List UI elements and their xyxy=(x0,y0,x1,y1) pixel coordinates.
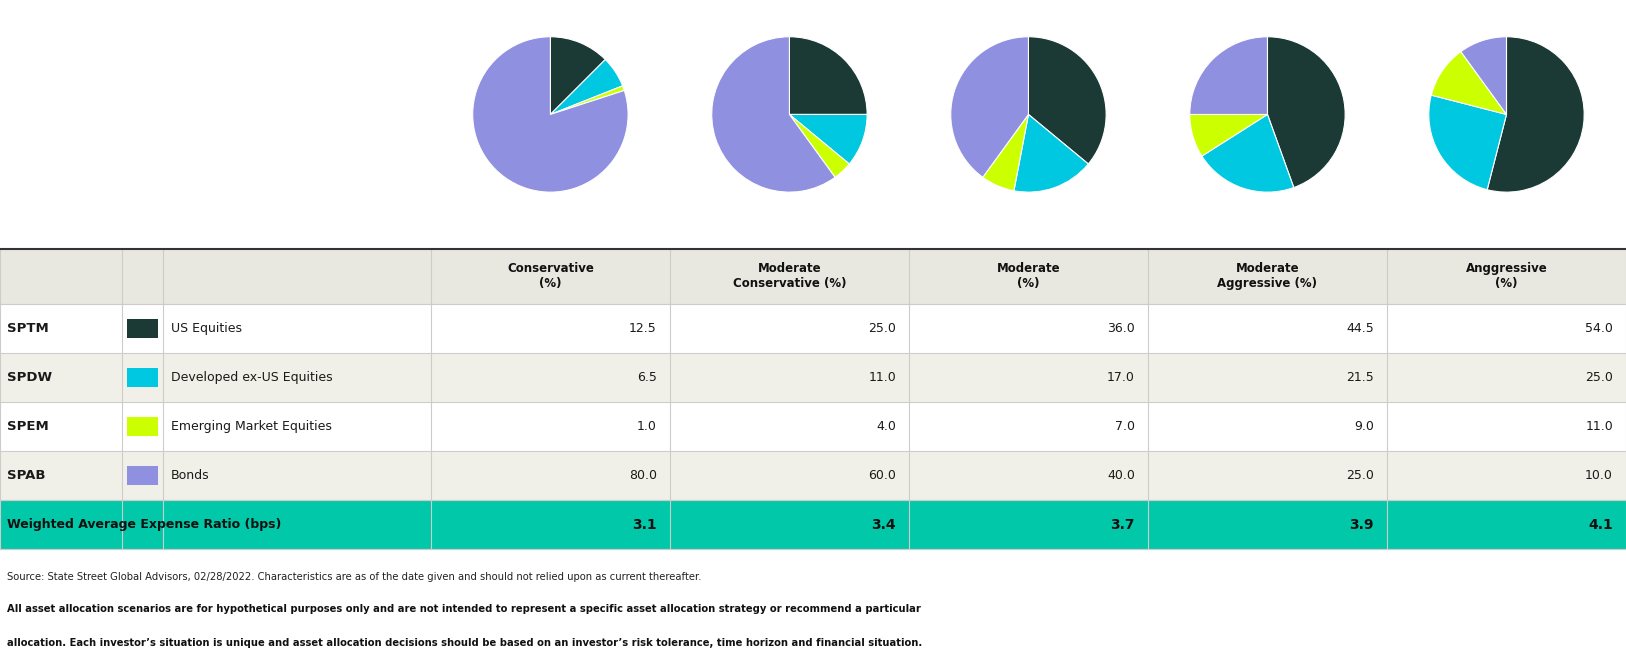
Text: 11.0: 11.0 xyxy=(868,371,896,385)
Text: 12.5: 12.5 xyxy=(629,322,657,336)
Wedge shape xyxy=(1429,95,1506,190)
Text: 3.4: 3.4 xyxy=(872,518,896,532)
Bar xyxy=(0,304,1626,353)
Wedge shape xyxy=(1190,114,1268,156)
Text: Anggressive
(%): Anggressive (%) xyxy=(1465,262,1548,290)
Text: 54.0: 54.0 xyxy=(1585,322,1613,336)
Wedge shape xyxy=(1202,114,1294,192)
Bar xyxy=(0,451,1626,500)
Text: 3.7: 3.7 xyxy=(1111,518,1135,532)
Text: Conservative
(%): Conservative (%) xyxy=(507,262,593,290)
Bar xyxy=(0,500,1626,549)
Text: SPEM: SPEM xyxy=(7,421,49,433)
Text: allocation. Each investor’s situation is unique and asset allocation decisions s: allocation. Each investor’s situation is… xyxy=(7,638,922,647)
Wedge shape xyxy=(550,86,624,114)
Text: SPAB: SPAB xyxy=(7,470,46,482)
Bar xyxy=(127,368,158,387)
Wedge shape xyxy=(1015,114,1088,192)
Text: 6.5: 6.5 xyxy=(637,371,657,385)
Text: 21.5: 21.5 xyxy=(1346,371,1374,385)
Text: 3.1: 3.1 xyxy=(633,518,657,532)
Wedge shape xyxy=(1460,37,1507,114)
Text: 1.0: 1.0 xyxy=(637,421,657,433)
Text: 17.0: 17.0 xyxy=(1107,371,1135,385)
Bar xyxy=(127,319,158,338)
Text: 11.0: 11.0 xyxy=(1585,421,1613,433)
Text: Moderate
Conservative (%): Moderate Conservative (%) xyxy=(733,262,846,290)
Text: 80.0: 80.0 xyxy=(629,470,657,482)
Text: 25.0: 25.0 xyxy=(868,322,896,336)
Wedge shape xyxy=(712,37,836,192)
Text: 40.0: 40.0 xyxy=(1107,470,1135,482)
Wedge shape xyxy=(1267,37,1345,188)
Text: 4.1: 4.1 xyxy=(1589,518,1613,532)
Text: 9.0: 9.0 xyxy=(1354,421,1374,433)
Wedge shape xyxy=(951,37,1029,177)
Bar xyxy=(127,417,158,436)
Text: 10.0: 10.0 xyxy=(1585,470,1613,482)
Text: Source: State Street Global Advisors, 02/28/2022. Characteristics are as of the : Source: State Street Global Advisors, 02… xyxy=(7,572,701,581)
Text: Developed ex-US Equities: Developed ex-US Equities xyxy=(171,371,332,385)
Text: 25.0: 25.0 xyxy=(1585,371,1613,385)
Wedge shape xyxy=(550,60,623,114)
Text: 3.9: 3.9 xyxy=(1350,518,1374,532)
Text: 36.0: 36.0 xyxy=(1107,322,1135,336)
Wedge shape xyxy=(1190,37,1268,114)
Text: 4.0: 4.0 xyxy=(876,421,896,433)
Text: 44.5: 44.5 xyxy=(1346,322,1374,336)
Wedge shape xyxy=(790,114,867,164)
Bar xyxy=(0,249,1626,304)
Text: Weighted Average Expense Ratio (bps): Weighted Average Expense Ratio (bps) xyxy=(7,519,281,531)
Wedge shape xyxy=(550,37,605,114)
Wedge shape xyxy=(1028,37,1106,164)
Text: SPTM: SPTM xyxy=(7,322,49,336)
Text: Bonds: Bonds xyxy=(171,470,210,482)
Wedge shape xyxy=(982,114,1029,191)
Text: 25.0: 25.0 xyxy=(1346,470,1374,482)
Text: Emerging Market Equities: Emerging Market Equities xyxy=(171,421,332,433)
Wedge shape xyxy=(1488,37,1584,192)
Text: SPDW: SPDW xyxy=(7,371,52,385)
Wedge shape xyxy=(1431,52,1506,114)
Wedge shape xyxy=(473,37,628,192)
Text: 7.0: 7.0 xyxy=(1115,421,1135,433)
Bar xyxy=(0,402,1626,451)
Text: 60.0: 60.0 xyxy=(868,470,896,482)
Bar xyxy=(127,466,158,485)
Text: Moderate
Aggressive (%): Moderate Aggressive (%) xyxy=(1218,262,1317,290)
Wedge shape xyxy=(789,37,867,114)
Text: Moderate
(%): Moderate (%) xyxy=(997,262,1060,290)
Bar xyxy=(0,353,1626,402)
Wedge shape xyxy=(790,114,849,177)
Text: US Equities: US Equities xyxy=(171,322,242,336)
Text: All asset allocation scenarios are for hypothetical purposes only and are not in: All asset allocation scenarios are for h… xyxy=(7,604,920,613)
